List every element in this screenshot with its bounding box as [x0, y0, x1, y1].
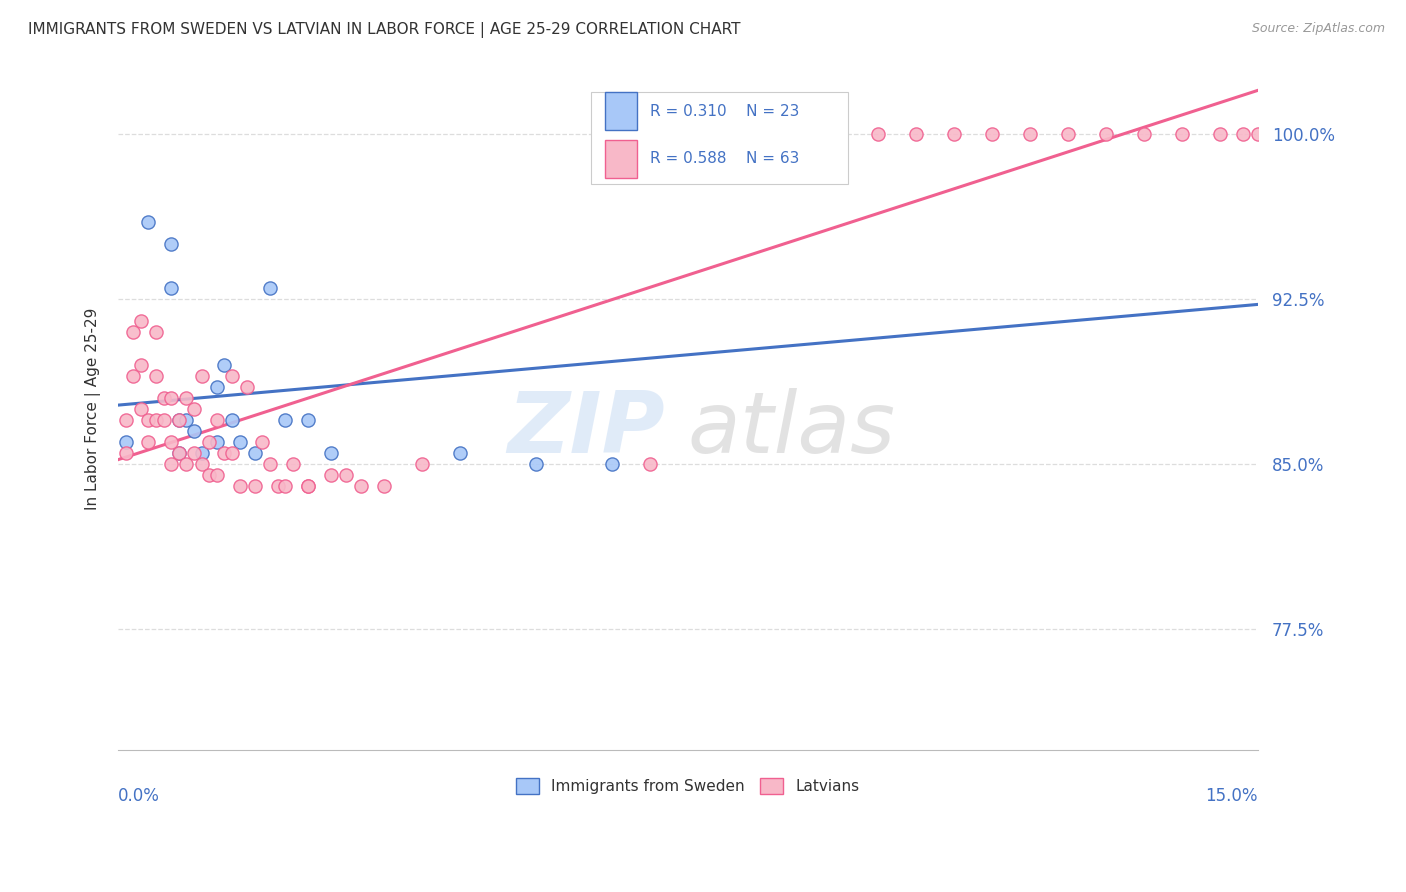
- Point: [129, 402, 152, 417]
- Point: [145, 413, 167, 427]
- Text: 0.0%: 0.0%: [118, 788, 160, 805]
- Point: [1095, 128, 1118, 142]
- Point: [319, 446, 342, 460]
- Point: [274, 413, 297, 427]
- Point: [904, 128, 927, 142]
- Point: [259, 457, 281, 471]
- Point: [828, 128, 851, 142]
- Point: [259, 281, 281, 295]
- Point: [297, 479, 319, 493]
- Point: [183, 402, 205, 417]
- Point: [205, 380, 228, 394]
- Point: [866, 128, 889, 142]
- Point: [152, 391, 174, 405]
- Point: [297, 479, 319, 493]
- Point: [524, 457, 547, 471]
- Point: [160, 391, 183, 405]
- Point: [266, 479, 288, 493]
- Point: [183, 446, 205, 460]
- Point: [129, 358, 152, 372]
- FancyBboxPatch shape: [605, 93, 637, 130]
- Point: [167, 446, 190, 460]
- Point: [183, 424, 205, 438]
- Point: [243, 479, 266, 493]
- Point: [205, 413, 228, 427]
- Point: [205, 435, 228, 450]
- FancyBboxPatch shape: [605, 140, 637, 178]
- Point: [114, 435, 136, 450]
- Point: [236, 380, 259, 394]
- Text: atlas: atlas: [688, 388, 896, 471]
- Point: [160, 237, 183, 252]
- Point: [205, 468, 228, 483]
- Point: [1133, 128, 1156, 142]
- Point: [114, 413, 136, 427]
- Point: [297, 413, 319, 427]
- Point: [1247, 128, 1270, 142]
- Point: [221, 369, 243, 384]
- Point: [190, 369, 212, 384]
- Point: [214, 446, 236, 460]
- Point: [221, 413, 243, 427]
- Point: [942, 128, 965, 142]
- Point: [752, 128, 775, 142]
- Point: [243, 446, 266, 460]
- Point: [980, 128, 1002, 142]
- Point: [138, 215, 160, 229]
- FancyBboxPatch shape: [591, 93, 848, 185]
- Point: [752, 128, 775, 142]
- Point: [1018, 128, 1040, 142]
- Point: [638, 457, 661, 471]
- Point: [319, 468, 342, 483]
- Point: [114, 446, 136, 460]
- Legend: Immigrants from Sweden, Latvians: Immigrants from Sweden, Latvians: [510, 772, 866, 800]
- Point: [129, 314, 152, 328]
- Text: ZIP: ZIP: [508, 388, 665, 471]
- Point: [176, 457, 198, 471]
- Point: [1232, 128, 1254, 142]
- Point: [228, 435, 250, 450]
- Point: [214, 358, 236, 372]
- Text: R = 0.310    N = 23: R = 0.310 N = 23: [651, 103, 800, 119]
- Point: [373, 479, 395, 493]
- Point: [274, 479, 297, 493]
- Point: [145, 369, 167, 384]
- Point: [600, 457, 623, 471]
- Point: [160, 457, 183, 471]
- Point: [160, 281, 183, 295]
- Point: [411, 457, 433, 471]
- Text: Source: ZipAtlas.com: Source: ZipAtlas.com: [1251, 22, 1385, 36]
- Point: [190, 446, 212, 460]
- Point: [190, 457, 212, 471]
- Point: [1209, 128, 1232, 142]
- Point: [1171, 128, 1194, 142]
- Point: [167, 413, 190, 427]
- Point: [252, 435, 274, 450]
- Point: [176, 413, 198, 427]
- Point: [198, 435, 221, 450]
- Point: [350, 479, 373, 493]
- Point: [221, 446, 243, 460]
- Point: [167, 446, 190, 460]
- Point: [198, 468, 221, 483]
- Point: [281, 457, 304, 471]
- Text: IMMIGRANTS FROM SWEDEN VS LATVIAN IN LABOR FORCE | AGE 25-29 CORRELATION CHART: IMMIGRANTS FROM SWEDEN VS LATVIAN IN LAB…: [28, 22, 741, 38]
- Point: [138, 413, 160, 427]
- Text: 15.0%: 15.0%: [1205, 788, 1258, 805]
- Point: [138, 435, 160, 450]
- Point: [152, 413, 174, 427]
- Point: [228, 479, 250, 493]
- Point: [145, 325, 167, 339]
- Point: [167, 413, 190, 427]
- Point: [449, 446, 471, 460]
- Point: [335, 468, 357, 483]
- Point: [176, 391, 198, 405]
- Point: [1057, 128, 1080, 142]
- Point: [122, 325, 145, 339]
- Point: [122, 369, 145, 384]
- Point: [160, 435, 183, 450]
- Y-axis label: In Labor Force | Age 25-29: In Labor Force | Age 25-29: [86, 308, 101, 510]
- Point: [790, 128, 813, 142]
- Text: R = 0.588    N = 63: R = 0.588 N = 63: [651, 152, 800, 166]
